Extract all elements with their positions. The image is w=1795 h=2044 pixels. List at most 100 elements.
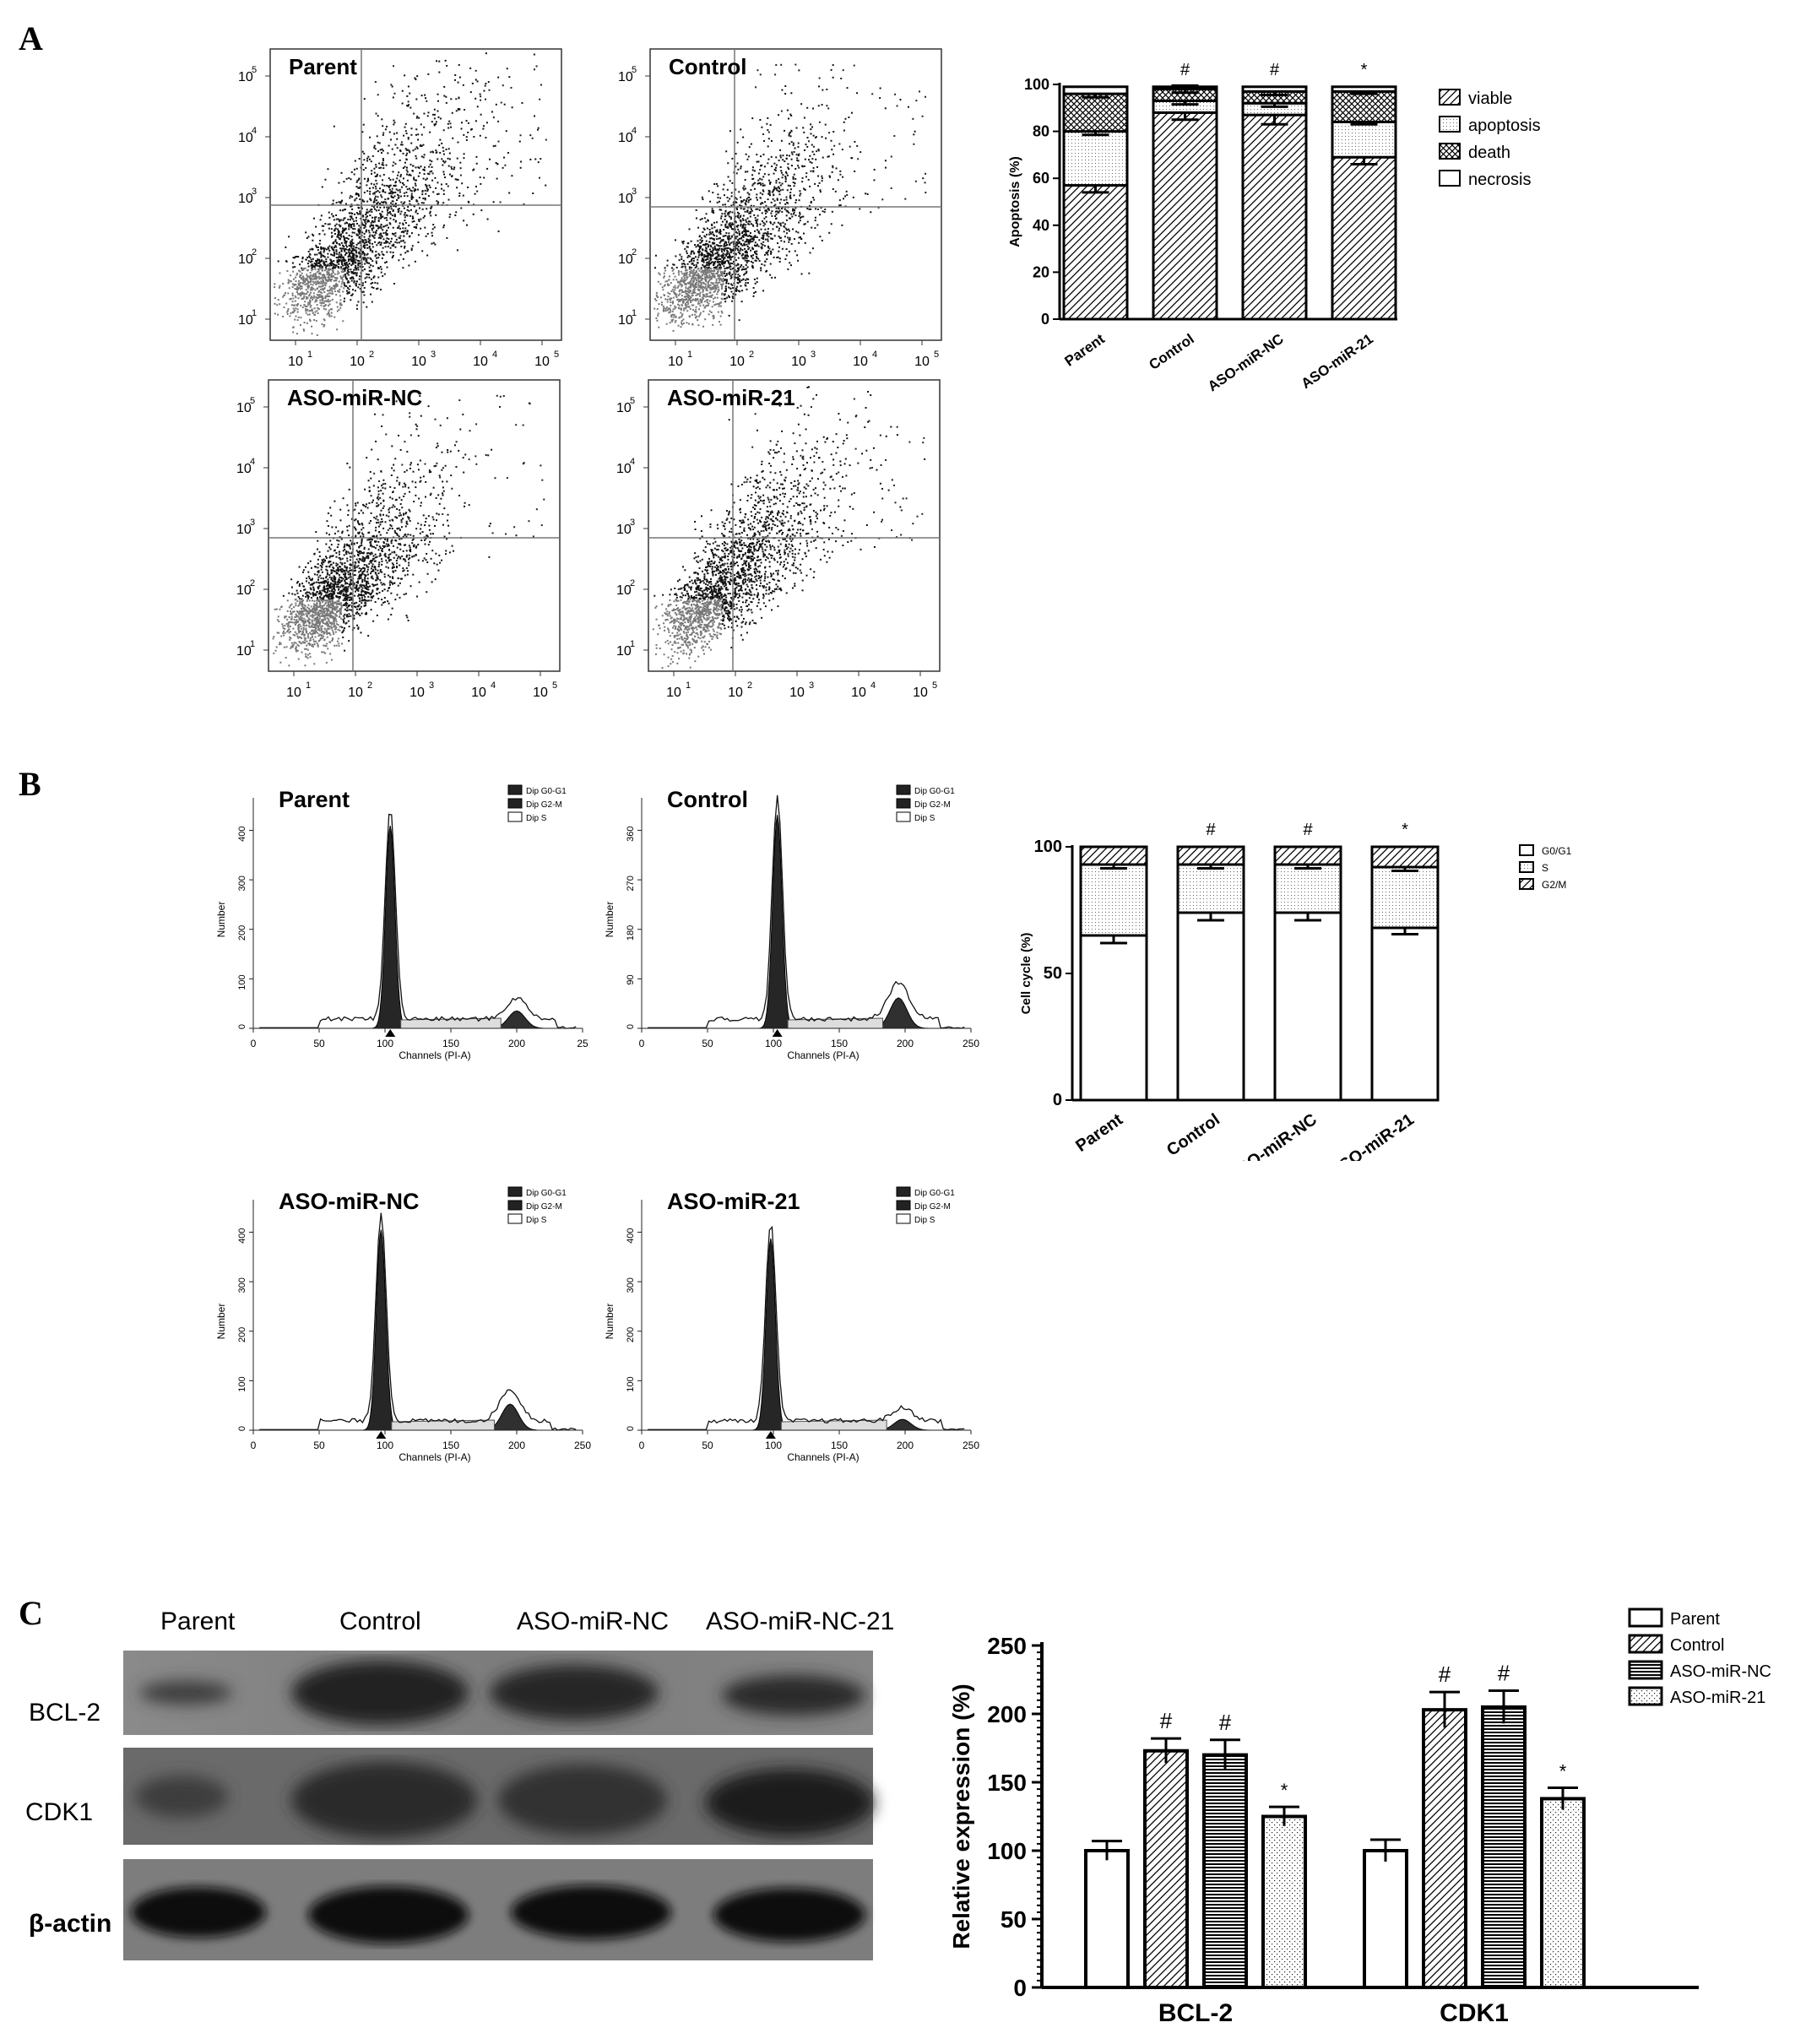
legend-label-g0-g1: G0/G1 xyxy=(1542,845,1572,857)
bar-death-parent xyxy=(1062,92,1129,133)
legend-label-apoptosis: apoptosis xyxy=(1468,117,1541,135)
bar-g0-g1-aso-mir-nc xyxy=(1273,911,1342,1102)
y-tick-label: 10 xyxy=(618,252,633,267)
y-tick-label: 100 xyxy=(1034,838,1062,856)
y-tick-label: 300 xyxy=(626,1277,636,1293)
legend-swatch-dip-g0-g1 xyxy=(896,784,911,795)
category-label-aso-mir-nc: ASO-miR-NC xyxy=(1205,331,1287,395)
y-tick-exponent: 4 xyxy=(632,126,637,136)
y-tick-exponent: 3 xyxy=(630,518,635,528)
x-tick-label: 50 xyxy=(702,1439,713,1451)
y-tick-label: 10 xyxy=(618,131,633,145)
x-tick-exponent: 1 xyxy=(307,350,312,360)
bar-s-control xyxy=(1176,863,1245,914)
y-tick-label: 10 xyxy=(616,523,632,537)
x-tick-label: 0 xyxy=(251,1439,257,1451)
legend-label-dip-g0-g1: Dip G0-G1 xyxy=(914,787,955,796)
marker-g0-g1 xyxy=(765,1431,776,1439)
bar-necrosis-parent xyxy=(1062,85,1129,95)
y-tick-label: 10 xyxy=(616,401,632,415)
peak-g0-g1 xyxy=(368,825,412,1029)
y-tick-label: 10 xyxy=(618,70,633,84)
x-tick-label: 50 xyxy=(313,1439,325,1451)
legend-label-aso-mir-21: ASO-miR-21 xyxy=(1670,1689,1765,1707)
x-tick-label: 10 xyxy=(668,355,683,369)
peak-g0-g1 xyxy=(749,1238,793,1431)
y-tick-label: 0 xyxy=(1013,1975,1027,2001)
significance-marker: # xyxy=(1303,821,1313,839)
y-tick-label: 200 xyxy=(626,1327,636,1342)
x-tick-label: 10 xyxy=(728,686,743,700)
peak-g0-g1 xyxy=(756,815,800,1029)
x-tick-exponent: 2 xyxy=(369,350,374,360)
y-axis-label: Number xyxy=(215,902,227,938)
y-axis-label: Number xyxy=(604,902,616,938)
x-tick-label: 10 xyxy=(789,686,805,700)
significance-marker: # xyxy=(1160,1708,1173,1733)
x-tick-label: 10 xyxy=(729,355,745,369)
y-tick-exponent: 2 xyxy=(250,578,255,588)
y-tick-label: 200 xyxy=(987,1701,1027,1727)
x-axis-label: Channels (PI-A) xyxy=(787,1049,859,1061)
legend-label-dip-s: Dip S xyxy=(914,1216,935,1225)
y-axis-label: Cell cycle (%) xyxy=(1019,933,1033,1015)
band-s-phase xyxy=(400,1017,502,1029)
category-label-parent: Parent xyxy=(1062,331,1109,370)
legend-swatch-g0-g1 xyxy=(1519,844,1534,856)
y-tick-label: 100 xyxy=(1024,76,1049,93)
y-tick-label: 10 xyxy=(238,313,253,328)
y-tick-label: 10 xyxy=(238,192,253,206)
bar-death-aso-mir-21 xyxy=(1331,89,1397,123)
y-tick-exponent: 5 xyxy=(250,396,255,406)
bar-cdk1-aso-mir-nc xyxy=(1481,1705,1527,1989)
y-tick-label: 80 xyxy=(1033,123,1049,140)
y-tick-label: 10 xyxy=(236,583,252,598)
significance-marker: * xyxy=(1281,1780,1288,1801)
legend-swatch-apoptosis xyxy=(1439,116,1461,133)
x-tick-label: 10 xyxy=(851,686,866,700)
flow-title: ASO-miR-NC xyxy=(287,385,423,410)
category-label-control: Control xyxy=(1146,331,1196,373)
x-tick-label: 10 xyxy=(533,686,548,700)
y-tick-label: 40 xyxy=(1033,217,1049,234)
y-tick-label: 100 xyxy=(987,1838,1027,1864)
y-tick-label: 100 xyxy=(237,1376,247,1391)
x-tick-exponent: 5 xyxy=(934,350,939,360)
category-label-bcl-2: BCL-2 xyxy=(1158,1999,1233,2027)
bar-cdk1-control xyxy=(1422,1708,1467,1989)
bar-cdk1-parent xyxy=(1363,1849,1408,1989)
legend-swatch-viable xyxy=(1439,89,1461,106)
significance-marker: # xyxy=(1219,1710,1232,1735)
y-tick-label: 0 xyxy=(237,1426,247,1431)
legend-swatch-aso-mir-21 xyxy=(1628,1686,1663,1706)
bar-apoptosis-parent xyxy=(1062,130,1129,187)
x-tick-label: 0 xyxy=(251,1038,257,1049)
legend-swatch-dip-g2-m xyxy=(896,1200,911,1211)
y-tick-exponent: 1 xyxy=(632,308,637,318)
bar-necrosis-aso-mir-nc xyxy=(1241,85,1308,93)
x-tick-label: 10 xyxy=(348,686,363,700)
y-tick-exponent: 4 xyxy=(630,457,635,467)
legend-label-control: Control xyxy=(1670,1636,1724,1655)
y-tick-exponent: 5 xyxy=(252,65,257,75)
bar-s-parent xyxy=(1079,863,1148,937)
flow-dots xyxy=(274,52,547,336)
bar-bcl-2-aso-mir-nc xyxy=(1202,1753,1248,1989)
y-tick-label: 10 xyxy=(236,523,252,537)
y-axis-label: Number xyxy=(604,1304,616,1340)
flow-frame xyxy=(648,379,941,672)
legend-swatch-dip-s xyxy=(507,811,523,822)
significance-marker: * xyxy=(1361,61,1368,79)
legend-label-g2-m: G2/M xyxy=(1542,879,1566,891)
bar-necrosis-control xyxy=(1152,85,1218,91)
x-tick-exponent: 5 xyxy=(552,680,557,691)
legend-label-dip-g2-m: Dip G2-M xyxy=(526,800,562,810)
legend-label-necrosis: necrosis xyxy=(1468,171,1531,189)
legend-swatch-dip-g2-m xyxy=(896,798,911,809)
flow-title: ASO-miR-21 xyxy=(667,385,795,410)
